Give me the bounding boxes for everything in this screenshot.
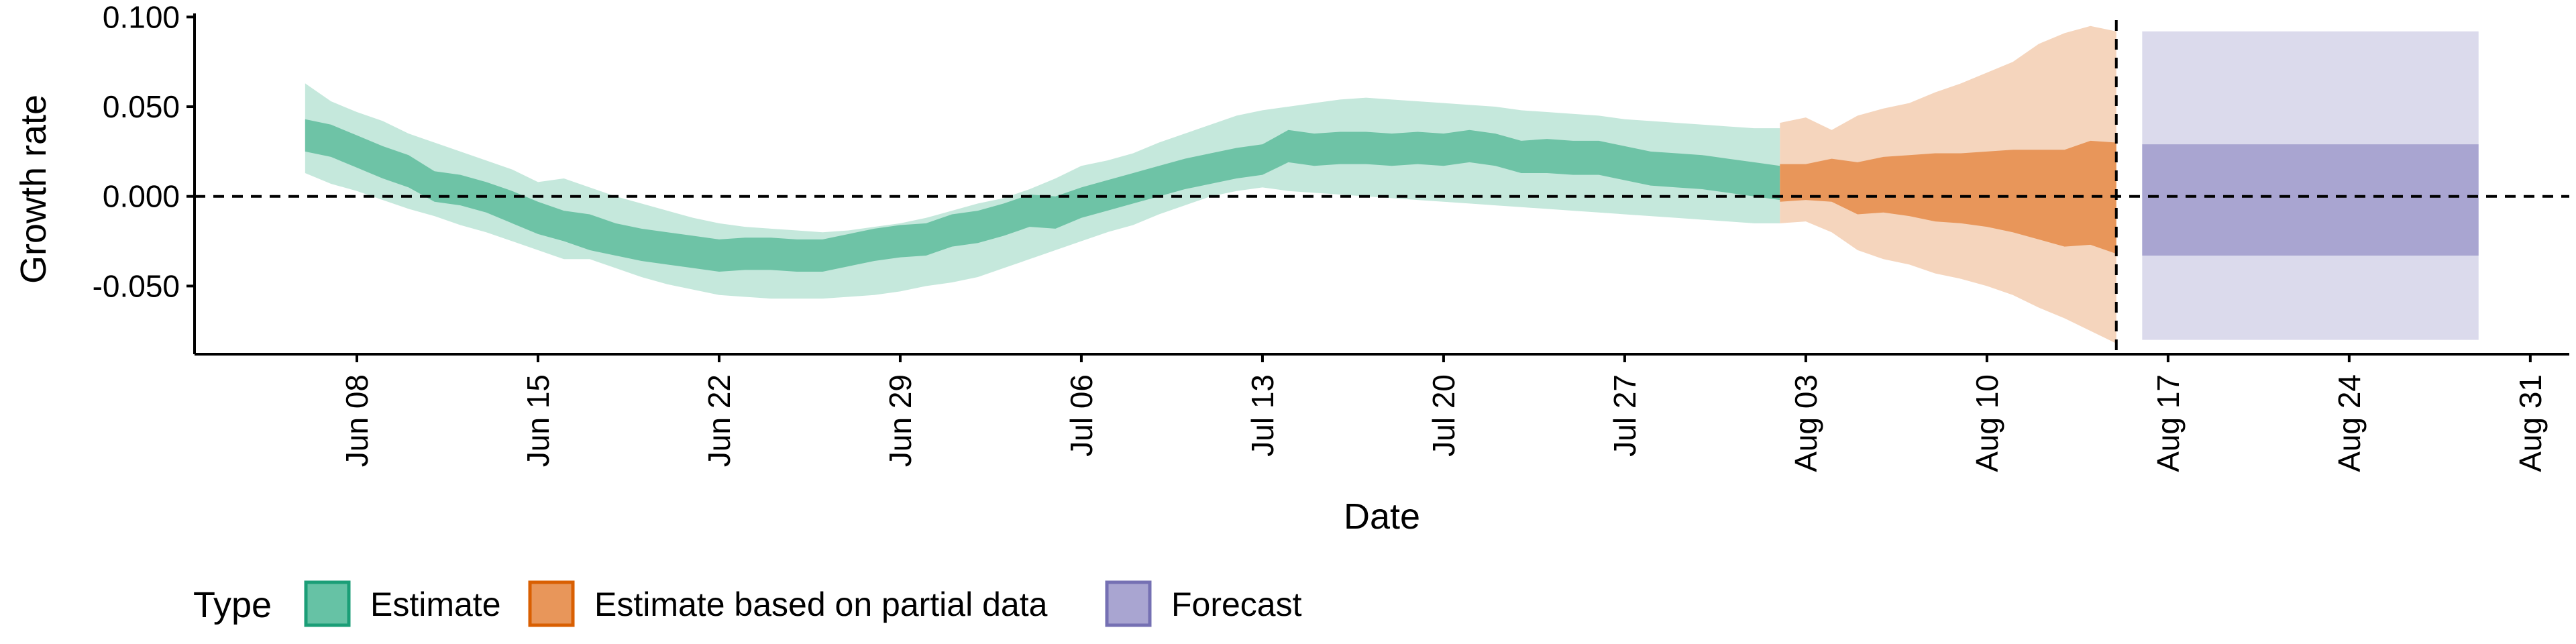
y-tick-label: -0.050 (93, 268, 180, 303)
x-tick-label: Jul 27 (1607, 374, 1642, 457)
legend-label: Estimate based on partial data (594, 586, 1048, 623)
y-tick-label: 0.100 (103, 0, 180, 34)
reference-lines (195, 20, 2569, 354)
x-tick-label: Aug 03 (1788, 374, 1823, 472)
x-tick-label: Jun 08 (339, 374, 374, 467)
axes: 0.100 0.050 0.000 -0.050 Jun 08 Jun 15 Jun 22 J… (93, 0, 2569, 472)
x-tick-label: Jun 15 (521, 374, 555, 467)
x-tick-label: Jul 13 (1245, 374, 1280, 457)
legend: Type Estimate Estimate based on partial d… (193, 580, 1302, 627)
legend-entries: Estimate Estimate based on partial data Fo… (304, 580, 1302, 627)
x-tick-label: Aug 10 (1970, 374, 2004, 472)
legend-swatch (1105, 580, 1152, 627)
y-tick-label: 0.000 (103, 179, 180, 214)
legend-label: Estimate (370, 586, 501, 623)
estimate-outer-band (305, 83, 1780, 299)
y-tick-label: 0.050 (103, 89, 180, 124)
legend-title: Type (193, 585, 272, 625)
x-tick-label: Jun 22 (702, 374, 737, 467)
x-axis-title: Date (1344, 496, 1420, 537)
y-axis-title: Growth rate (13, 95, 54, 284)
x-tick-label: Jul 06 (1064, 374, 1099, 457)
legend-swatch (304, 580, 351, 627)
x-tick-label: Aug 31 (2513, 374, 2548, 472)
x-tick-label: Jul 20 (1426, 374, 1461, 457)
forecast-inner-band (2142, 144, 2479, 256)
x-tick-label: Jun 29 (883, 374, 918, 467)
legend-swatch (528, 580, 575, 627)
plot-bands (305, 25, 2479, 343)
x-tick-label: Aug 17 (2151, 374, 2186, 472)
legend-label: Forecast (1171, 586, 1302, 623)
x-tick-label: Aug 24 (2332, 374, 2367, 472)
